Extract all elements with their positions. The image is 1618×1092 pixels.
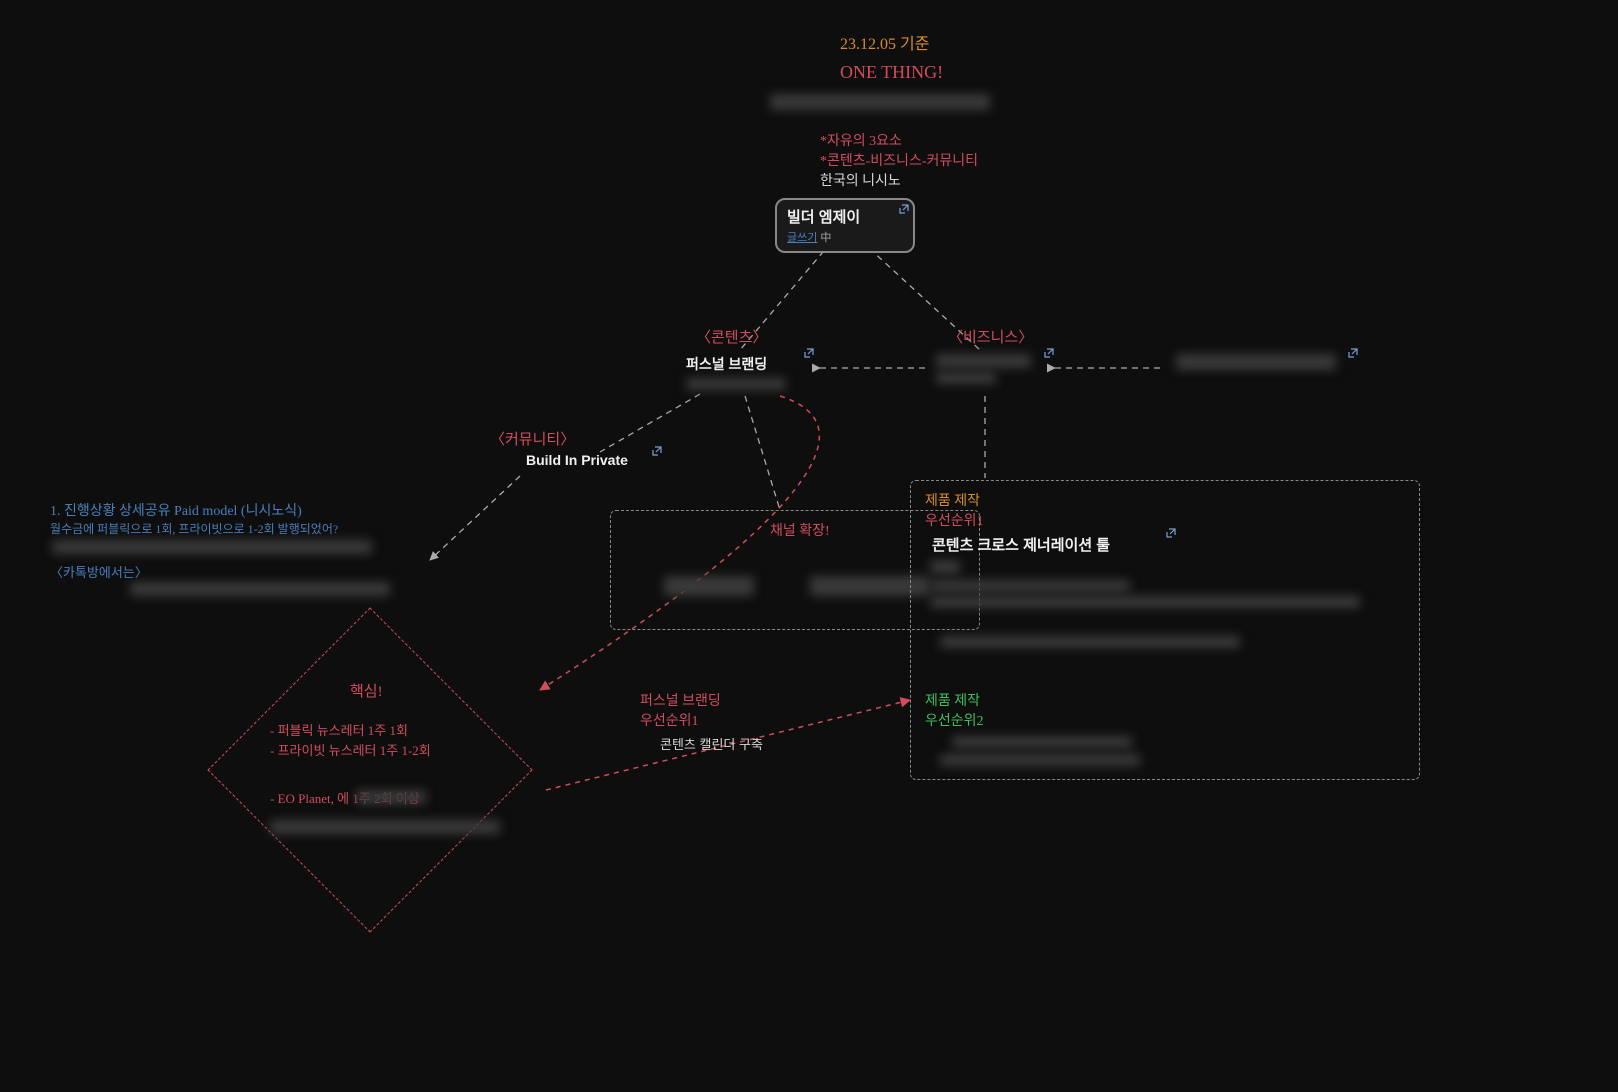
community-card-title: Build In Private: [526, 452, 654, 468]
blur-region: [1176, 354, 1336, 370]
core-diamond: [207, 607, 532, 932]
blur-region: [930, 580, 1130, 592]
community-branch-label: 〈커뮤니티〉: [490, 428, 575, 449]
external-link-icon: [804, 348, 814, 358]
tool-card[interactable]: 콘텐츠 크로스 제너레이션 툴: [930, 532, 1170, 557]
external-link-icon: [652, 446, 662, 456]
diamond-line-2: - 프라이빗 뉴스레터 1주 1-2회: [270, 740, 431, 759]
product-title-1: 제품 제작: [925, 490, 980, 510]
date-label: 23.12.05 기준: [840, 30, 929, 54]
blur-region: [130, 582, 390, 596]
left-note-1: 1. 진행상황 상세공유 Paid model (니시노식): [50, 500, 302, 520]
business-branch-label: 〈비즈니스〉: [948, 326, 1033, 347]
business-card[interactable]: [930, 352, 1060, 386]
root-card[interactable]: 빌더 엠제이 글쓰기 中: [775, 198, 915, 253]
blur-region: [940, 636, 1240, 648]
left-note-2: 월수금에 퍼블릭으로 1회, 프라이빗으로 1-2회 발행되었어?: [50, 520, 338, 537]
bullet-1: *자유의 3요소: [820, 130, 902, 150]
blur-region: [930, 596, 1360, 608]
left-note-group: 〈카톡방에서는〉: [50, 562, 148, 581]
external-link-icon: [1348, 348, 1358, 358]
one-thing-label: ONE THING!: [840, 62, 943, 83]
channel-box-title: 채널 확장!: [770, 520, 830, 540]
bullet-3: 한국의 니시노: [820, 170, 901, 190]
diamond-title: 핵심!: [350, 680, 383, 701]
tool-card-title: 콘텐츠 크로스 제너레이션 툴: [932, 534, 1168, 555]
community-card[interactable]: Build In Private: [520, 450, 660, 470]
product-title-2: 제품 제작: [925, 690, 980, 710]
pb-priority-label: 우선순위1: [640, 710, 699, 730]
blur-region: [930, 560, 960, 574]
pb-priority-title: 퍼스널 브랜딩: [640, 690, 721, 710]
diamond-line-1: - 퍼블릭 뉴스레터 1주 1회: [270, 720, 408, 739]
blur-region: [356, 790, 426, 804]
product-box: [910, 480, 1420, 780]
content-branch-label: 〈콘텐츠〉: [696, 326, 767, 347]
blur-region: [686, 378, 786, 390]
blur-region: [936, 354, 1031, 368]
blur-region: [664, 576, 754, 596]
blur-region: [940, 754, 1140, 766]
content-card[interactable]: 퍼스널 브랜딩: [680, 352, 820, 388]
blur-region: [952, 736, 1132, 748]
content-card-title: 퍼스널 브랜딩: [686, 354, 814, 374]
product-priority-1: 우선순위1: [925, 510, 984, 530]
pb-priority-content: 콘텐츠 캘린더 구축: [660, 734, 763, 753]
blur-region: [270, 820, 500, 834]
external-link-icon: [1166, 528, 1176, 538]
external-link-icon: [899, 204, 909, 214]
far-right-card[interactable]: [1170, 352, 1360, 372]
external-link-icon: [1044, 348, 1054, 358]
blur-region: [52, 540, 372, 554]
root-card-title: 빌더 엠제이: [787, 206, 903, 227]
product-priority-2: 우선순위2: [925, 710, 984, 730]
root-card-sub: 글쓰기 中: [787, 229, 903, 245]
blur-region: [936, 372, 996, 384]
bullet-2: *콘텐츠-비즈니스-커뮤니티: [820, 150, 978, 170]
blur-region: [770, 94, 990, 110]
